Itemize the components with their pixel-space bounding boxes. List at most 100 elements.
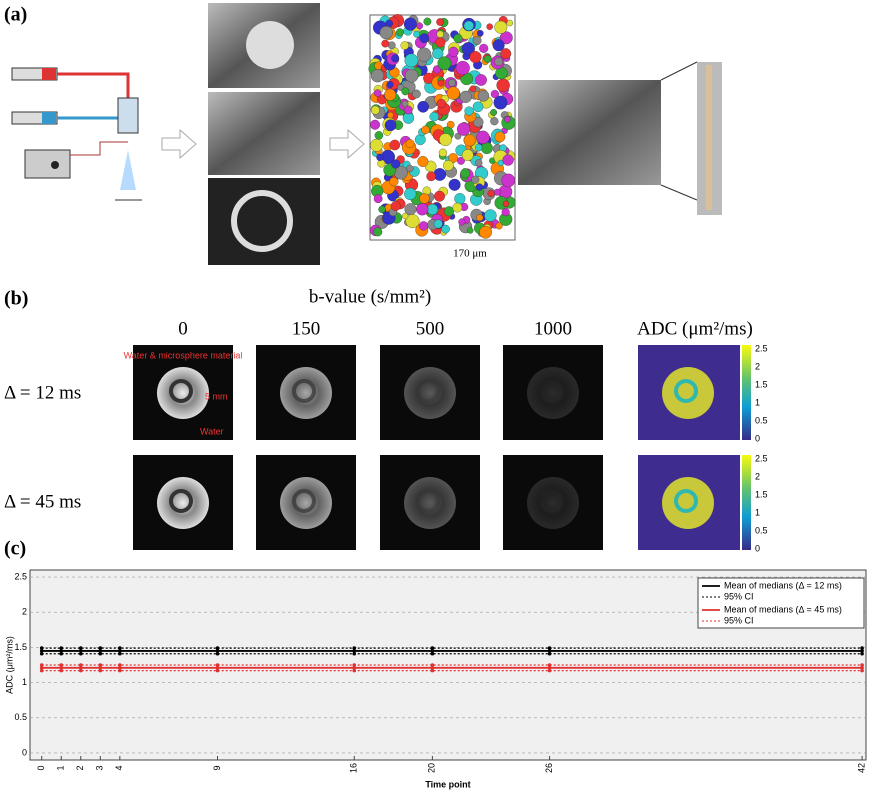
microsphere bbox=[459, 219, 466, 226]
phantom bbox=[157, 367, 209, 419]
microsphere bbox=[444, 206, 454, 216]
colorbar-tick: 0.5 bbox=[755, 415, 768, 425]
point bbox=[352, 663, 356, 667]
microsphere bbox=[412, 90, 420, 98]
phantom bbox=[527, 477, 579, 529]
x-axis-label: Time point bbox=[425, 779, 470, 789]
microsphere bbox=[402, 213, 408, 219]
microsphere bbox=[449, 179, 461, 191]
microsphere bbox=[497, 79, 510, 92]
microsphere bbox=[473, 102, 483, 112]
point bbox=[431, 646, 435, 650]
microsphere bbox=[406, 139, 415, 148]
point bbox=[118, 669, 122, 673]
microsphere bbox=[456, 61, 470, 75]
colorbar-tick: 1.5 bbox=[755, 489, 768, 499]
legend-label: 95% CI bbox=[724, 591, 754, 601]
legend-label: Mean of medians (Δ = 45 ms) bbox=[724, 604, 842, 614]
point bbox=[59, 669, 63, 673]
point bbox=[860, 652, 864, 656]
adc-phantom bbox=[662, 367, 714, 419]
zoom-line bbox=[661, 62, 697, 80]
microsphere bbox=[437, 31, 444, 38]
microsphere bbox=[494, 21, 507, 34]
annotation: 5 mm bbox=[205, 391, 228, 401]
microsphere bbox=[502, 208, 510, 216]
microsphere bbox=[478, 90, 489, 101]
point bbox=[40, 669, 44, 673]
microsphere bbox=[376, 154, 383, 161]
microsphere bbox=[427, 172, 436, 181]
colorbar-tick: 1 bbox=[755, 397, 760, 407]
colorbar-tick: 0 bbox=[755, 543, 760, 553]
annotation: Water & microsphere material bbox=[124, 350, 243, 360]
figure: (a) 170 μm (b) b-value (s/mm²) ADC (μm²/… bbox=[0, 0, 871, 792]
point bbox=[99, 646, 103, 650]
microsphere bbox=[454, 34, 463, 43]
column-header: 500 bbox=[416, 318, 445, 339]
point bbox=[59, 652, 63, 656]
microsphere bbox=[387, 112, 393, 118]
point bbox=[216, 663, 220, 667]
microsphere bbox=[415, 134, 426, 145]
microsphere bbox=[434, 191, 445, 202]
microsphere bbox=[470, 51, 482, 63]
annotation: Water bbox=[200, 426, 224, 436]
point bbox=[99, 663, 103, 667]
microsphere bbox=[371, 69, 384, 82]
microsphere bbox=[418, 156, 429, 167]
microsphere bbox=[462, 149, 473, 160]
3d-microsphere-volume bbox=[369, 14, 516, 240]
point bbox=[431, 669, 435, 673]
point bbox=[860, 663, 864, 667]
panel-label: (c) bbox=[4, 538, 26, 560]
panel-label: (b) bbox=[4, 288, 28, 310]
microsphere bbox=[476, 214, 483, 221]
microsphere bbox=[471, 176, 479, 184]
microsphere bbox=[379, 206, 386, 213]
microsphere bbox=[375, 131, 383, 139]
x-tick-label: 20 bbox=[427, 763, 437, 773]
microsphere bbox=[454, 193, 465, 204]
point bbox=[79, 669, 83, 673]
microsphere bbox=[476, 131, 489, 144]
phantom bbox=[527, 367, 579, 419]
microsphere bbox=[374, 194, 382, 202]
microsphere bbox=[404, 18, 417, 31]
sem-image bbox=[518, 80, 661, 185]
microsphere bbox=[420, 33, 429, 42]
axis-title: b-value (s/mm²) bbox=[309, 286, 431, 307]
x-tick-label: 2 bbox=[75, 765, 85, 770]
column-header: 0 bbox=[178, 318, 188, 339]
microsphere bbox=[391, 201, 400, 210]
scale-bar: 170 μm bbox=[453, 248, 487, 260]
microsphere bbox=[507, 20, 513, 26]
point bbox=[860, 646, 864, 650]
microsphere bbox=[416, 203, 428, 215]
microsphere bbox=[457, 123, 470, 136]
point bbox=[79, 663, 83, 667]
sem-image bbox=[208, 92, 320, 175]
electrospray-schematic bbox=[12, 68, 196, 200]
microsphere bbox=[371, 106, 379, 114]
microsphere bbox=[401, 41, 409, 49]
microsphere bbox=[396, 29, 404, 37]
microsphere bbox=[484, 55, 491, 62]
microsphere bbox=[477, 30, 483, 36]
y-axis-label: ADC (μm²/ms) bbox=[4, 636, 14, 694]
microsphere bbox=[470, 86, 476, 92]
microsphere bbox=[467, 227, 473, 233]
microsphere bbox=[504, 116, 510, 122]
y-tick-label: 0 bbox=[22, 747, 27, 757]
microsphere bbox=[439, 149, 447, 157]
point bbox=[860, 669, 864, 673]
phantom bbox=[404, 477, 456, 529]
point bbox=[431, 652, 435, 656]
adc-phantom bbox=[662, 477, 714, 529]
microsphere bbox=[443, 160, 453, 170]
row-label: Δ = 12 ms bbox=[4, 382, 81, 403]
microsphere bbox=[405, 54, 418, 67]
microsphere bbox=[419, 193, 429, 203]
point bbox=[59, 663, 63, 667]
microsphere bbox=[391, 55, 399, 63]
